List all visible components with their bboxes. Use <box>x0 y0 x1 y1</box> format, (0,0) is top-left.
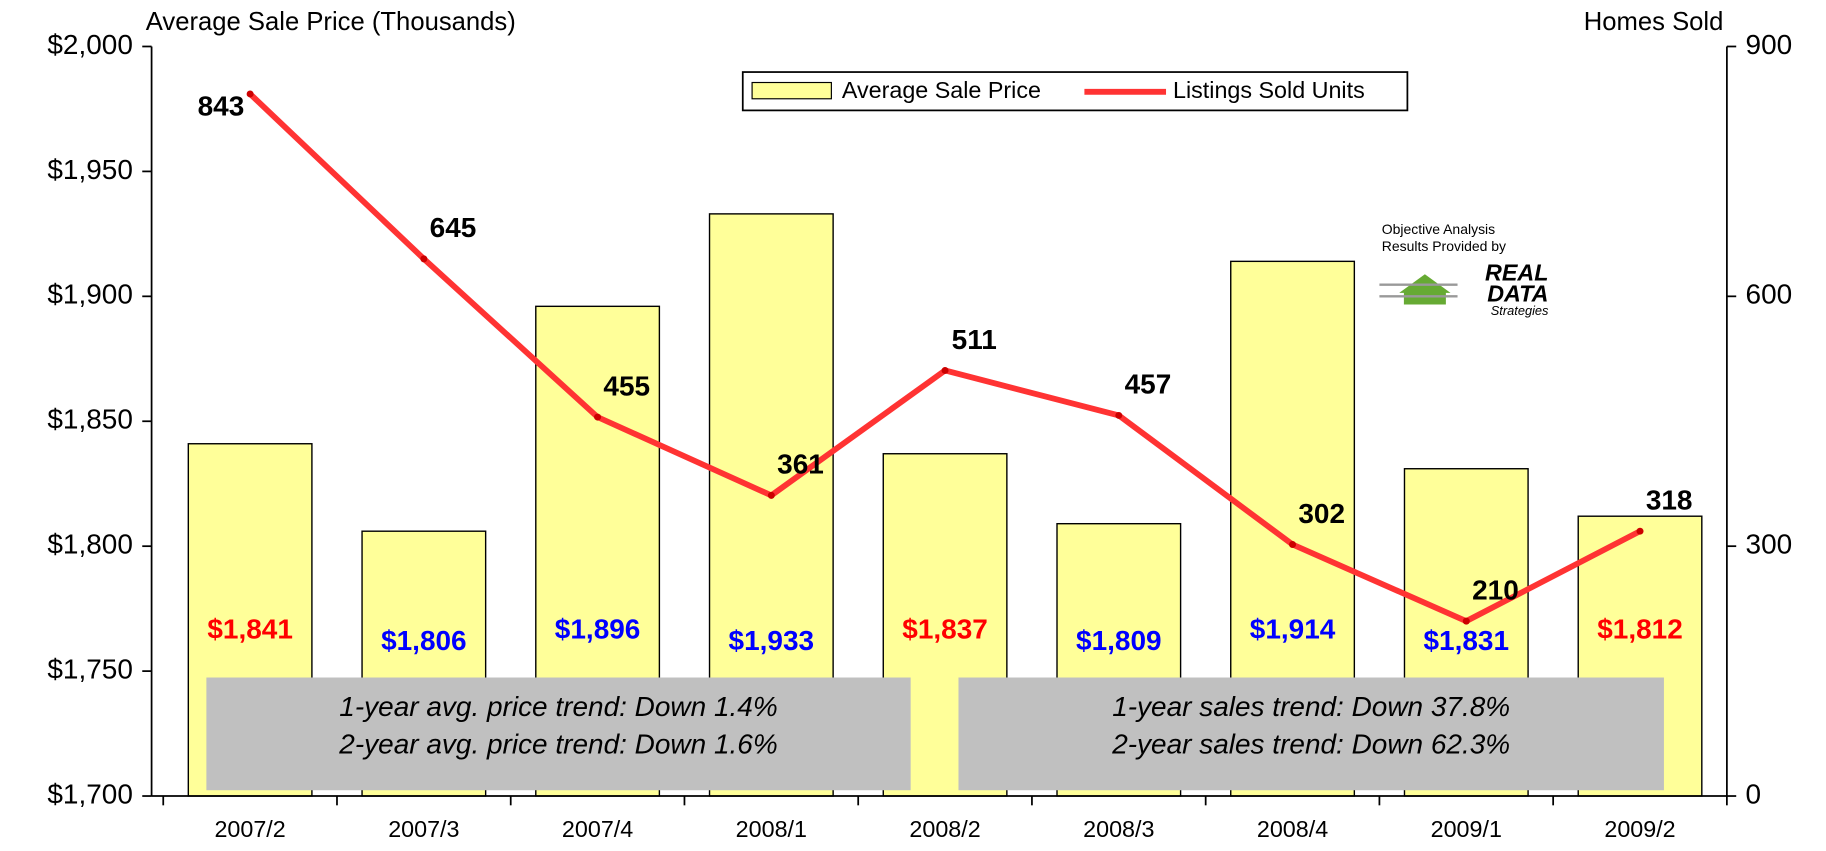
x-tick-label: 2007/2 <box>214 816 285 842</box>
x-tick-label: 2008/2 <box>909 816 980 842</box>
line-point <box>1289 541 1297 549</box>
y-tick-label: $1,800 <box>47 529 133 560</box>
legend-label: Listings Sold Units <box>1173 77 1365 103</box>
line-value-label: 318 <box>1646 485 1693 516</box>
line-point <box>1115 411 1123 419</box>
x-tick-label: 2008/4 <box>1257 816 1328 842</box>
line-point <box>420 255 428 263</box>
logo-tagline: Strategies <box>1491 303 1549 318</box>
logo-text: Objective Analysis <box>1382 221 1495 237</box>
annotation-box <box>958 677 1664 791</box>
y2-tick-label: 0 <box>1746 778 1762 809</box>
logo-text: Results Provided by <box>1382 238 1506 254</box>
line-value-label: 210 <box>1472 574 1519 605</box>
bar-value-label: $1,806 <box>381 625 467 656</box>
y-tick-label: $1,700 <box>47 778 133 809</box>
x-tick-label: 2007/4 <box>562 816 633 842</box>
line-point <box>1462 617 1470 625</box>
line-value-label: 843 <box>198 90 245 121</box>
bar-value-label: $1,914 <box>1250 613 1336 644</box>
annotation-box <box>206 677 911 791</box>
bar-value-label: $1,837 <box>902 613 988 644</box>
bar-value-label: $1,841 <box>207 613 293 644</box>
x-tick-label: 2007/3 <box>388 816 459 842</box>
logo-brand: REAL <box>1485 259 1548 285</box>
line-point <box>594 413 602 421</box>
logo-brand: DATA <box>1487 280 1548 306</box>
x-tick-label: 2009/2 <box>1604 816 1675 842</box>
bar-value-label: $1,812 <box>1597 613 1683 644</box>
y2-axis-title: Homes Sold <box>1584 8 1724 36</box>
line-value-label: 361 <box>777 449 824 480</box>
logo-house <box>1399 274 1451 305</box>
annotation-text: 1-year sales trend: Down 37.8% <box>1112 691 1510 722</box>
x-tick-label: 2008/3 <box>1083 816 1154 842</box>
y-tick-label: $1,950 <box>47 154 133 185</box>
bar-value-label: $1,831 <box>1424 625 1510 656</box>
legend-box <box>741 71 1409 112</box>
y2-tick-label: 300 <box>1746 529 1793 560</box>
bar-value-label: $1,809 <box>1076 625 1162 656</box>
x-tick-label: 2009/1 <box>1431 816 1502 842</box>
y-axis-title: Average Sale Price (Thousands) <box>146 8 516 36</box>
y-tick-label: $1,850 <box>47 404 133 435</box>
y2-tick-label: 600 <box>1746 279 1793 310</box>
line-value-label: 645 <box>430 212 477 243</box>
line-value-label: 511 <box>952 324 997 355</box>
y-tick-label: $1,750 <box>47 654 133 685</box>
line-point <box>767 491 775 499</box>
line-value-label: 455 <box>603 370 650 401</box>
annotation-text: 2-year avg. price trend: Down 1.6% <box>338 728 777 759</box>
bar-value-label: $1,896 <box>555 613 641 644</box>
line-point <box>246 90 254 98</box>
x-tick-label: 2008/1 <box>736 816 807 842</box>
y2-tick-label: 900 <box>1746 29 1793 60</box>
annotation-text: 2-year sales trend: Down 62.3% <box>1111 728 1510 759</box>
bar-value-label: $1,933 <box>729 625 815 656</box>
line-point <box>1636 527 1644 535</box>
legend-swatch <box>751 81 832 100</box>
line-value-label: 302 <box>1298 498 1345 529</box>
y-tick-label: $1,900 <box>47 279 133 310</box>
line-value-label: 457 <box>1125 369 1172 400</box>
legend-label: Average Sale Price <box>842 77 1041 103</box>
line-point <box>941 366 949 374</box>
annotation-text: 1-year avg. price trend: Down 1.4% <box>339 691 777 722</box>
y-tick-label: $2,000 <box>47 29 133 60</box>
